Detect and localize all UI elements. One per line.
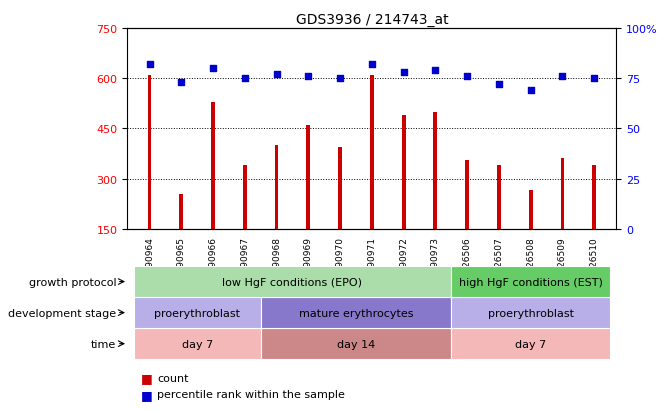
- Text: percentile rank within the sample: percentile rank within the sample: [157, 389, 345, 399]
- Text: day 14: day 14: [337, 339, 375, 349]
- Point: [366, 62, 377, 68]
- Bar: [133, 328, 261, 359]
- Bar: [497, 166, 500, 229]
- Point: [589, 76, 600, 82]
- Bar: [180, 194, 183, 229]
- Bar: [529, 191, 533, 229]
- Point: [398, 70, 409, 76]
- Point: [430, 68, 441, 74]
- Bar: [243, 166, 247, 229]
- Point: [494, 82, 505, 88]
- Bar: [592, 166, 596, 229]
- Point: [208, 66, 218, 72]
- Bar: [275, 146, 279, 229]
- Bar: [452, 328, 610, 359]
- Bar: [561, 159, 564, 229]
- Point: [176, 80, 187, 86]
- Text: time: time: [91, 339, 116, 349]
- Text: low HgF conditions (EPO): low HgF conditions (EPO): [222, 277, 362, 287]
- Bar: [452, 266, 610, 297]
- Text: proerythroblast: proerythroblast: [488, 308, 574, 318]
- Point: [557, 74, 567, 80]
- Text: development stage: development stage: [8, 308, 116, 318]
- Text: day 7: day 7: [182, 339, 213, 349]
- Bar: [402, 116, 405, 229]
- Text: mature erythrocytes: mature erythrocytes: [299, 308, 413, 318]
- Text: growth protocol: growth protocol: [29, 277, 116, 287]
- Point: [271, 72, 282, 78]
- Bar: [465, 161, 469, 229]
- Text: day 7: day 7: [515, 339, 546, 349]
- Text: ■: ■: [141, 371, 153, 385]
- Text: count: count: [157, 373, 189, 383]
- Title: GDS3936 / 214743_at: GDS3936 / 214743_at: [295, 12, 448, 26]
- Bar: [261, 328, 452, 359]
- Point: [144, 62, 155, 68]
- Point: [525, 88, 536, 94]
- Point: [303, 74, 314, 80]
- Point: [239, 76, 250, 82]
- Bar: [338, 147, 342, 229]
- Bar: [306, 126, 310, 229]
- Bar: [261, 297, 452, 328]
- Text: high HgF conditions (EST): high HgF conditions (EST): [459, 277, 602, 287]
- Bar: [211, 102, 215, 229]
- Bar: [452, 297, 610, 328]
- Text: ■: ■: [141, 388, 153, 401]
- Bar: [433, 112, 438, 229]
- Bar: [133, 297, 261, 328]
- Bar: [133, 266, 452, 297]
- Text: proerythroblast: proerythroblast: [154, 308, 240, 318]
- Bar: [147, 76, 151, 229]
- Point: [462, 74, 472, 80]
- Bar: [370, 76, 374, 229]
- Point: [335, 76, 346, 82]
